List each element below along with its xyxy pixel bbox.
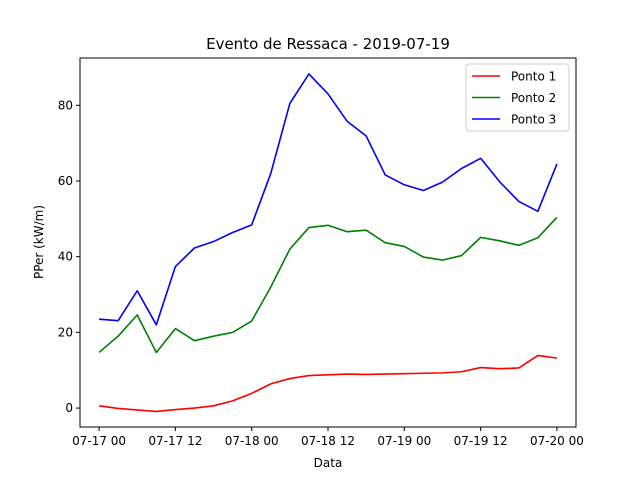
y-tick-label: 20 [58,325,73,339]
y-tick-label: 80 [58,98,73,112]
series-line-1 [98,354,558,413]
x-tick-label: 07-19 12 [454,434,508,448]
x-tick-label: 07-17 00 [72,434,126,448]
x-tick-label: 07-19 00 [377,434,431,448]
y-axis: 0 20 40 60 80 [58,98,80,415]
x-tick-label: 07-20 00 [530,434,584,448]
series-line-3 [99,73,558,326]
series-line-2 [98,216,558,354]
legend-box [465,63,570,132]
chart-title: Evento de Ressaca - 2019-07-19 [206,35,450,53]
legend-label-2: Ponto 2 [511,91,556,105]
y-axis-label: PPer (kW/m) [32,205,46,279]
series-layer [98,73,558,413]
legend: Ponto 1 Ponto 2 Ponto 3 [465,63,570,132]
y-tick-label: 40 [58,250,73,264]
legend-label-1: Ponto 1 [511,70,556,84]
x-tick-label: 07-18 12 [301,434,355,448]
legend-label-3: Ponto 3 [511,113,556,127]
x-tick-label: 07-18 00 [225,434,279,448]
x-axis-label: Data [314,456,343,470]
x-tick-label: 07-17 12 [148,434,202,448]
y-tick-label: 60 [58,174,73,188]
x-axis: 07-17 00 07-17 12 07-18 00 07-18 12 07-19 00… [72,427,584,448]
y-tick-label: 0 [65,401,73,415]
